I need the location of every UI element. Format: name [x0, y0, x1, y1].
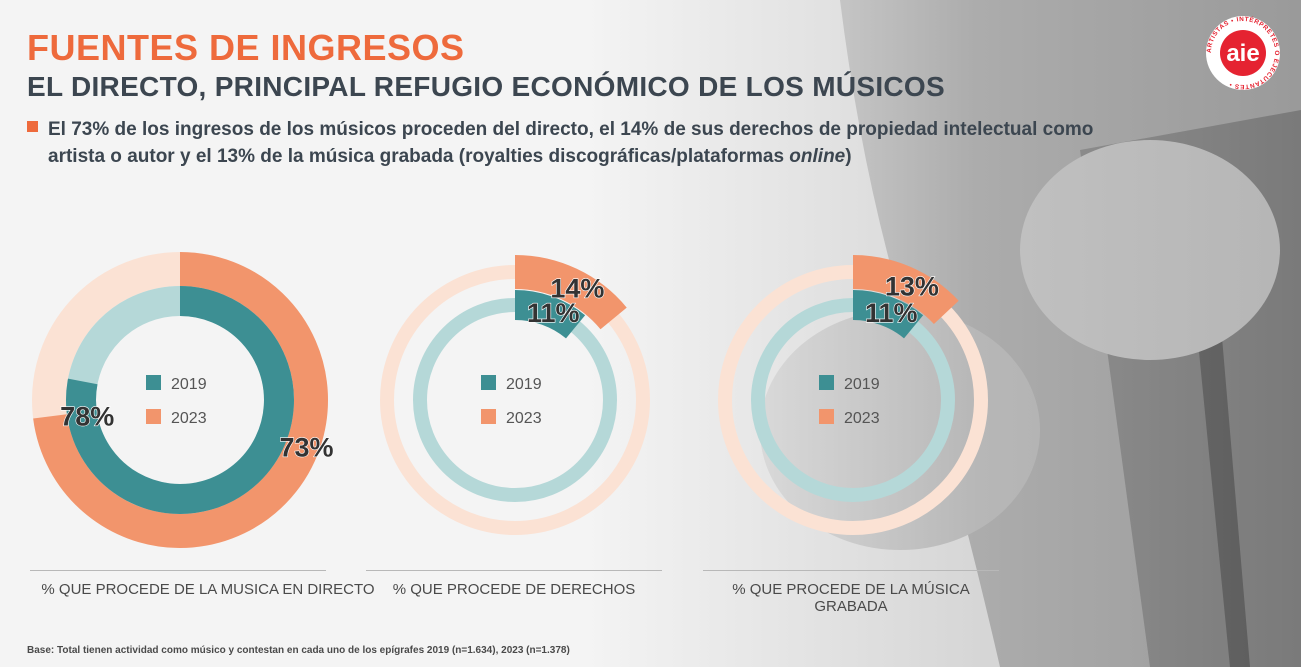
chart-1-label-2023: 73% — [279, 433, 333, 463]
chart-3-legend-label-2023: 2023 — [844, 410, 880, 427]
chart-2-legend-label-2019: 2019 — [506, 376, 542, 393]
footnote: Base: Total tienen actividad como músico… — [27, 645, 570, 656]
chart-1-legend-label-2023: 2023 — [171, 410, 207, 427]
chart-1-legend-label-2019: 2019 — [171, 376, 207, 393]
chart-1-divider — [30, 570, 326, 571]
chart-1-label-2019: 78% — [60, 402, 114, 432]
chart-3-label-2019: 11% — [865, 298, 918, 328]
page-title: FUENTES DE INGRESOS — [27, 27, 465, 68]
chart-3-arc-2019 — [852, 290, 924, 339]
summary-main: El 73% de los ingresos de los músicos pr… — [48, 119, 1094, 167]
chart-2-inner-track — [413, 298, 617, 502]
summary-text: El 73% de los ingresos de los músicos pr… — [48, 116, 1128, 170]
chart-3-arc-2023 — [852, 255, 959, 325]
chart-3-legend-label-2019: 2019 — [844, 376, 880, 393]
chart-2-label-2019: 11% — [527, 298, 580, 328]
page-subtitle: EL DIRECTO, PRINCIPAL REFUGIO ECONÓMICO … — [27, 71, 945, 102]
chart-1-arc-2019 — [66, 286, 294, 514]
summary-italic: online — [789, 146, 846, 167]
logo-brand: aie — [1226, 40, 1259, 67]
chart-3-inner-track — [751, 298, 955, 502]
bullet-marker — [27, 121, 38, 132]
chart-2-legend-swatch-2019 — [481, 375, 496, 390]
chart-2-arc-2023 — [514, 255, 627, 330]
chart-1-arc-2023 — [33, 252, 328, 548]
chart-2-legend-swatch-2023 — [481, 409, 496, 424]
chart-2-arc-2019 — [514, 290, 586, 339]
chart-3-label: % QUE PROCEDE DE LA MÚSICA GRABADA — [732, 581, 970, 615]
chart-3-divider — [703, 570, 999, 571]
chart-1-legend-swatch-2023 — [146, 409, 161, 424]
chart-3-legend-swatch-2019 — [819, 375, 834, 390]
chart-1-legend-swatch-2019 — [146, 375, 161, 390]
chart-1-label: % QUE PROCEDE DE LA MUSICA EN DIRECTO — [41, 581, 375, 598]
chart-2-label-2023: 14% — [550, 273, 604, 303]
chart-2-label: % QUE PROCEDE DE DERECHOS — [392, 581, 636, 598]
summary-end: ) — [845, 146, 852, 167]
chart-3-label-2023: 13% — [885, 271, 939, 301]
aie-logo: ARTISTAS • INTÉRPRETES O EJECUTANTES • a… — [1206, 15, 1280, 90]
chart-3-legend-swatch-2023 — [819, 409, 834, 424]
chart-2-divider — [366, 570, 662, 571]
chart-2-legend-label-2023: 2023 — [506, 410, 542, 427]
